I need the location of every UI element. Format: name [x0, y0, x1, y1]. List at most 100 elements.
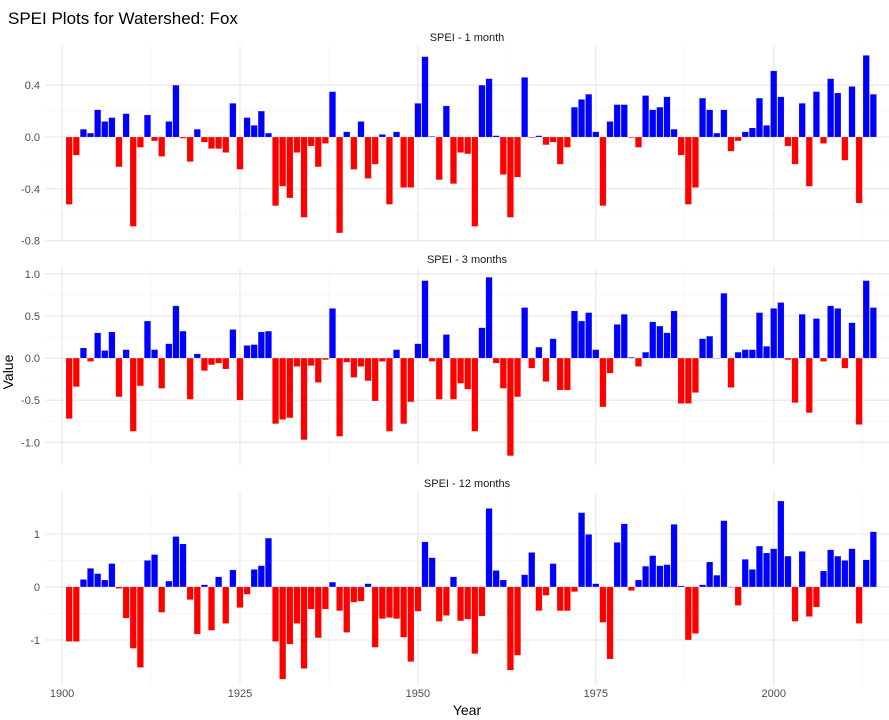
- bar-1935: [307, 136, 315, 147]
- bar-1917: [179, 330, 187, 359]
- bar-1953: [435, 586, 443, 622]
- bar-1912: [144, 114, 151, 138]
- bar-1965: [521, 574, 529, 588]
- bar-2001: [777, 96, 785, 138]
- bar-1936: [314, 136, 322, 168]
- bar-1921: [208, 136, 215, 149]
- bar-1983: [649, 109, 657, 138]
- bar-1951: [421, 541, 429, 588]
- bar-1912: [144, 560, 151, 588]
- bar-1962: [499, 357, 507, 389]
- bar-1967: [535, 586, 543, 611]
- bar-1971: [563, 357, 571, 391]
- bar-1977: [606, 586, 614, 660]
- bar-1964: [514, 586, 521, 656]
- bar-1905: [94, 332, 102, 359]
- bar-1933: [293, 136, 301, 153]
- bar-1989: [692, 136, 699, 188]
- bar-1956: [457, 357, 464, 384]
- bar-1930: [272, 586, 279, 642]
- bar-1955: [450, 357, 457, 400]
- bar-1958: [471, 586, 479, 654]
- bar-2000: [770, 548, 778, 588]
- bar-1945: [378, 134, 386, 138]
- bar-1924: [229, 103, 237, 138]
- bar-1942: [357, 121, 365, 138]
- bar-1945: [378, 357, 386, 362]
- bar-1985: [663, 332, 671, 359]
- bar-1931: [279, 357, 287, 420]
- bar-1986: [670, 524, 678, 588]
- bar-1959: [478, 586, 486, 617]
- bar-1929: [265, 132, 272, 138]
- bar-1978: [613, 542, 621, 588]
- bar-1947: [393, 586, 400, 619]
- bar-1938: [329, 308, 336, 359]
- bar-1913: [151, 136, 158, 142]
- bar-1984: [656, 565, 664, 588]
- bar-1969: [549, 338, 557, 359]
- bar-1960: [485, 508, 493, 588]
- x-tick-label: 1900: [50, 688, 74, 700]
- bar-1967: [535, 346, 543, 359]
- bar-1946: [386, 136, 393, 205]
- bar-1995: [734, 586, 742, 606]
- bar-1955: [450, 576, 457, 588]
- panel-3: 1 0 -1 SPEI - 12 months: [30, 478, 889, 685]
- bar-1988: [684, 357, 692, 404]
- bar-1985: [663, 96, 671, 138]
- bar-1916: [172, 305, 180, 359]
- bar-1930: [272, 357, 279, 424]
- bar-1928: [257, 565, 265, 588]
- y-tick-label: 0: [34, 582, 40, 594]
- x-axis-ticks: 1900 1925 1950 1975 2000: [50, 688, 786, 700]
- bar-1952: [428, 557, 436, 588]
- bar-1906: [101, 579, 109, 588]
- bar-1992: [713, 575, 721, 588]
- bar-1993: [720, 109, 728, 138]
- bar-2008: [827, 78, 835, 138]
- bar-2005: [805, 586, 813, 617]
- bar-1925: [236, 357, 244, 401]
- bar-1931: [279, 586, 287, 680]
- bar-2009: [834, 555, 842, 588]
- bar-1940: [343, 131, 351, 138]
- bar-1961: [492, 135, 500, 138]
- bar-1964: [514, 136, 521, 178]
- bar-2003: [791, 136, 799, 165]
- bar-1998: [756, 545, 763, 588]
- bar-2002: [784, 555, 792, 588]
- bar-1994: [727, 136, 735, 152]
- y-tick-label: -0.4: [21, 184, 40, 196]
- bar-1943: [364, 583, 372, 588]
- bar-2004: [798, 103, 806, 138]
- bar-2012: [855, 586, 863, 624]
- bar-1984: [656, 325, 664, 359]
- bar-1913: [151, 554, 158, 588]
- bar-1943: [364, 136, 372, 179]
- bar-1959: [478, 84, 486, 138]
- bar-1935: [307, 357, 315, 366]
- bar-1954: [442, 586, 450, 616]
- bar-1904: [87, 568, 94, 588]
- bar-1916: [172, 84, 180, 138]
- bar-1948: [400, 357, 408, 424]
- bar-1915: [165, 121, 173, 138]
- bar-2012: [855, 136, 863, 204]
- bar-1913: [151, 349, 158, 359]
- bar-2012: [855, 357, 863, 425]
- bar-1941: [350, 586, 358, 603]
- bar-2006: [813, 586, 820, 608]
- y-tick-label: 1.0: [25, 269, 40, 281]
- bar-1947: [393, 131, 400, 138]
- bar-1978: [613, 104, 621, 138]
- bar-1910: [129, 357, 137, 432]
- x-axis-title: Year: [453, 702, 482, 718]
- bar-1931: [279, 136, 287, 187]
- bar-1926: [243, 586, 251, 595]
- bar-1928: [257, 110, 265, 138]
- bar-2000: [770, 70, 778, 138]
- bar-1980: [627, 586, 635, 591]
- bar-2014: [869, 307, 877, 359]
- y-tick-label: 0.0: [25, 132, 40, 144]
